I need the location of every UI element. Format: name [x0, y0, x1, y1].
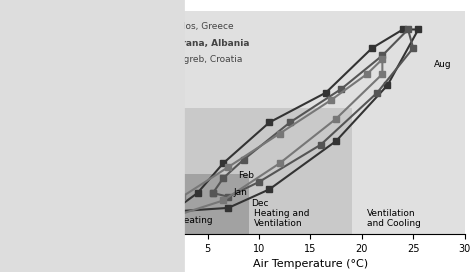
FancyBboxPatch shape: [7, 49, 135, 82]
FancyBboxPatch shape: [7, 95, 135, 155]
Text: Heating: Heating: [177, 216, 212, 225]
Bar: [156, 107, 352, 234]
Text: Heating and
Ventilation: Heating and Ventilation: [254, 209, 310, 228]
Y-axis label: Solar radiation (MJ m⁻² day⁻¹): Solar radiation (MJ m⁻² day⁻¹): [118, 50, 128, 195]
Text: Tirana, Albania: Tirana, Albania: [172, 39, 249, 48]
Text: Feb: Feb: [238, 171, 255, 180]
Text: Jan: Jan: [233, 187, 247, 196]
Text: Ventilation
and
cooling: Ventilation and cooling: [11, 203, 60, 233]
Text: Night time
heating +
daytime
ventilation: Night time heating + daytime ventilation: [11, 102, 60, 143]
Text: Heating: Heating: [11, 44, 47, 54]
Text: Zagreb, Croatia: Zagreb, Croatia: [172, 55, 242, 64]
Text: Ventilation
and Cooling: Ventilation and Cooling: [367, 209, 421, 228]
Bar: [156, 174, 249, 234]
FancyBboxPatch shape: [7, 218, 135, 250]
Text: Dec: Dec: [251, 199, 268, 208]
Text: Volos, Greece: Volos, Greece: [172, 23, 234, 32]
Text: Aug: Aug: [434, 60, 451, 69]
X-axis label: Air Temperature (°C): Air Temperature (°C): [253, 259, 368, 269]
